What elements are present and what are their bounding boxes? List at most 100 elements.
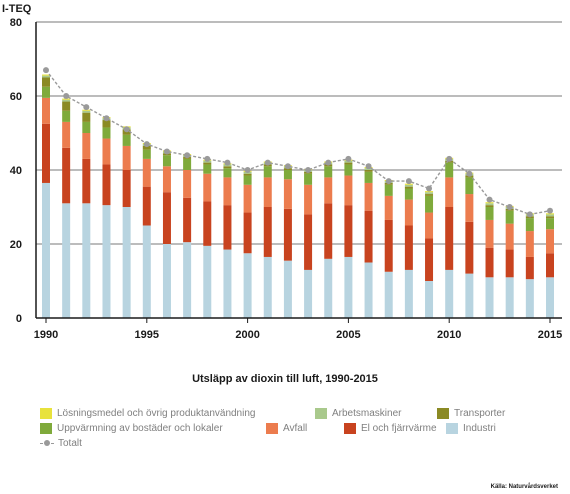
bar-segment — [546, 218, 554, 230]
chart-canvas: I-TEQ 0 20 40 60 80 1990 1995 2000 2005 2010 2015 — [2, 3, 562, 341]
bar-segment — [304, 214, 313, 270]
bar-segment — [404, 225, 413, 270]
total-point — [365, 163, 372, 170]
total-point — [547, 207, 553, 214]
bar-segment — [42, 74, 50, 76]
bar-segment — [404, 269, 413, 318]
bar-segment — [82, 203, 91, 318]
bar-segment — [404, 186, 413, 189]
bar-segment — [183, 170, 192, 198]
bar-segment — [404, 184, 413, 187]
bar-segment — [525, 256, 534, 280]
bar-segment — [324, 166, 333, 178]
bar-segment — [344, 162, 353, 165]
bar-segment — [485, 219, 494, 248]
bar-segment — [183, 197, 192, 243]
bar-segment — [425, 281, 434, 318]
bar-segment — [324, 258, 333, 318]
bar-segment — [304, 184, 313, 215]
bar-segment — [102, 205, 111, 318]
total-point — [486, 196, 493, 203]
bar-segment — [364, 262, 373, 318]
bar-segment — [445, 269, 454, 318]
legend-label: Lösningsmedel och övrig produktanvändnin… — [57, 408, 256, 419]
bar-segment — [203, 164, 212, 174]
bar-segment — [344, 175, 353, 206]
y-tick-label: 20 — [10, 239, 22, 251]
bar-segment — [344, 164, 353, 176]
bar-segment — [122, 134, 131, 146]
bar-segment — [525, 218, 534, 232]
bar-segment — [42, 97, 50, 124]
y-tick-label: 80 — [10, 17, 22, 29]
bar-segment — [142, 158, 151, 187]
total-point — [143, 141, 150, 148]
bar-segment — [283, 208, 292, 261]
x-tick-labels: 1990 1995 2000 2005 2010 2015 — [34, 329, 562, 341]
bar-segment — [142, 225, 151, 318]
bar-segment — [384, 195, 393, 220]
total-point — [163, 148, 170, 155]
x-tick-label: 1995 — [135, 329, 159, 341]
bar-segment — [162, 192, 171, 244]
total-point — [43, 67, 49, 74]
legend-label: Industri — [463, 423, 496, 434]
bar-segment — [425, 212, 434, 239]
legend: Lösningsmedel och övrig produktanvändnin… — [40, 408, 540, 456]
bar-segment — [283, 179, 292, 209]
grid-lines — [36, 21, 562, 245]
bar-segment — [263, 207, 272, 257]
legend-label: Arbetsmaskiner — [332, 408, 402, 419]
bar-segment — [102, 138, 111, 165]
legend-swatch — [315, 408, 327, 419]
bar-segment — [465, 177, 474, 195]
total-point — [83, 104, 90, 111]
total-point — [345, 155, 352, 162]
axes — [35, 22, 562, 323]
bar-segment — [162, 166, 171, 193]
legend-item-avfall: Avfall — [266, 423, 307, 434]
legend-swatch — [344, 423, 356, 434]
bar-segment — [223, 249, 232, 318]
bar-segment — [162, 244, 171, 318]
bar-segment — [324, 203, 333, 259]
bar-segment — [364, 170, 373, 172]
bar-segment — [82, 112, 91, 122]
bar-segment — [364, 182, 373, 211]
y-tick-label: 0 — [16, 313, 22, 325]
bar-segment — [404, 188, 413, 200]
legend-dot-line-icon — [40, 438, 54, 449]
bar-segment — [263, 256, 272, 318]
total-point — [506, 204, 513, 210]
legend-label: Uppvärmning av bostäder och lokaler — [57, 423, 223, 434]
bar-segment — [404, 199, 413, 226]
bar-segment — [364, 171, 373, 183]
total-point — [305, 167, 312, 173]
chart-title: Utsläpp av dioxin till luft, 1990-2015 — [192, 373, 378, 385]
legend-swatch — [40, 408, 52, 419]
legend-item-industri: Industri — [446, 423, 496, 434]
bar-segment — [183, 242, 192, 318]
bar-segment — [203, 201, 212, 246]
bar-segment — [546, 229, 554, 254]
bar-segment — [243, 212, 252, 254]
bar-segment — [485, 202, 494, 204]
total-point — [103, 115, 110, 122]
bar-segment — [82, 133, 91, 159]
bar-segment — [62, 121, 71, 148]
legend-label: El och fjärrvärme — [361, 423, 437, 434]
bar-segment — [142, 186, 151, 226]
bar-segment — [263, 166, 272, 178]
bar-segment — [62, 110, 71, 122]
legend-swatch — [437, 408, 449, 419]
bar-stacks — [42, 74, 554, 318]
legend-item-arbetsmaskiner: Arbetsmaskiner — [315, 408, 401, 419]
legend-label: Totalt — [58, 438, 82, 449]
y-tick-labels: 0 20 40 60 80 — [10, 17, 22, 325]
total-point — [405, 178, 412, 185]
bar-segment — [243, 253, 252, 318]
bar-segment — [223, 168, 232, 178]
bar-segment — [62, 101, 71, 111]
bar-segment — [62, 98, 71, 100]
bar-segment — [425, 195, 434, 213]
